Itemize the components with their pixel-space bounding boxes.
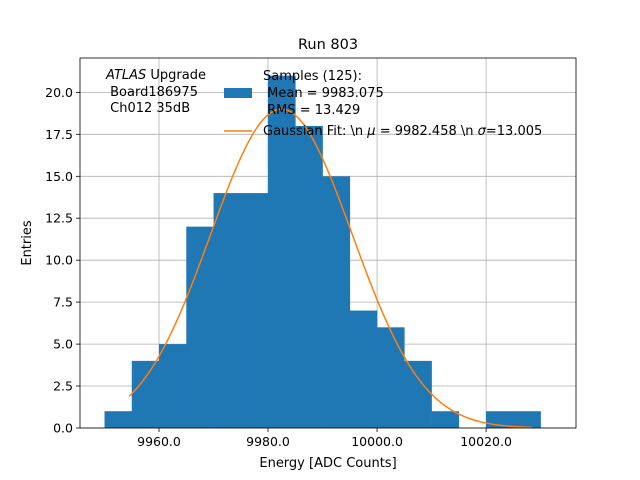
legend-fit-mu-symbol: μ xyxy=(366,124,375,139)
atlas-upgrade-text: Upgrade xyxy=(146,68,206,83)
channel-label: Ch012 35dB xyxy=(106,101,190,116)
histogram-bar-7 xyxy=(295,125,323,429)
chart-title: Run 803 xyxy=(298,37,358,53)
histogram-bar-15 xyxy=(513,411,541,428)
y-tick-label-1: 2.5 xyxy=(53,379,73,394)
y-tick-label-0: 0.0 xyxy=(53,421,73,436)
histogram-bar-2 xyxy=(159,344,187,428)
x-axis-label: Energy [ADC Counts] xyxy=(259,456,396,471)
histogram-bar-8 xyxy=(322,176,351,428)
histogram-bar-4 xyxy=(213,193,242,428)
atlas-annotation: ATLAS Upgrade Board186975 Ch012 35dB xyxy=(105,68,206,116)
histogram-bars xyxy=(104,75,541,429)
y-tick-label-4: 10.0 xyxy=(45,253,73,268)
y-axis-label: Entries xyxy=(20,220,35,266)
x-tick-label-1: 9980.0 xyxy=(246,434,290,449)
atlas-label: ATLAS Upgrade xyxy=(105,68,206,83)
histogram-bar-5 xyxy=(240,193,269,428)
x-tick-label-2: 10000.0 xyxy=(351,434,403,449)
y-tick-label-3: 7.5 xyxy=(53,295,73,310)
atlas-italic-text: ATLAS xyxy=(105,68,146,83)
y-tick-label-2: 5.0 xyxy=(53,337,73,352)
legend-hist-swatch xyxy=(224,88,252,98)
legend-hist-line1: Samples (125): xyxy=(263,69,362,84)
y-axis-ticks: 0.0 2.5 5.0 7.5 10.0 12.5 15.0 17.5 20.0 xyxy=(45,85,80,436)
gaussian-fit-curve xyxy=(128,108,533,429)
histogram-bar-6 xyxy=(268,75,296,429)
histogram-bar-3 xyxy=(186,226,214,428)
legend-hist-line2: Mean = 9983.075 xyxy=(263,86,384,101)
histogram-bar-9 xyxy=(349,310,378,428)
histogram-bar-12 xyxy=(431,411,460,428)
legend: Samples (125): Mean = 9983.075 RMS = 13.… xyxy=(224,69,542,139)
y-tick-label-5: 12.5 xyxy=(45,211,73,226)
board-label: Board186975 xyxy=(106,85,198,100)
y-tick-label-6: 15.0 xyxy=(45,169,73,184)
legend-fit-label: Gaussian Fit: \n μ = 9982.458 \n σ=13.00… xyxy=(263,124,542,139)
histogram-bar-10 xyxy=(377,327,405,428)
plot-frame xyxy=(79,57,577,429)
x-axis-ticks: 9960.0 9980.0 10000.0 10020.0 xyxy=(137,428,512,449)
legend-fit-mu-value: = 9982.458 \n xyxy=(376,124,478,139)
histogram-bar-1 xyxy=(131,360,160,428)
x-tick-label-0: 9960.0 xyxy=(137,434,181,449)
legend-fit-prefix: Gaussian Fit: \n xyxy=(263,124,367,139)
y-tick-label-8: 20.0 xyxy=(45,85,73,100)
legend-fit-sigma-value: =13.005 xyxy=(486,124,542,139)
legend-fit-sigma-symbol: σ xyxy=(478,124,487,139)
legend-hist-line3: RMS = 13.429 xyxy=(263,103,360,118)
histogram-bar-0 xyxy=(104,411,133,428)
x-tick-label-3: 10020.0 xyxy=(460,434,512,449)
y-tick-label-7: 17.5 xyxy=(45,127,73,142)
histogram-bar-11 xyxy=(404,360,432,428)
